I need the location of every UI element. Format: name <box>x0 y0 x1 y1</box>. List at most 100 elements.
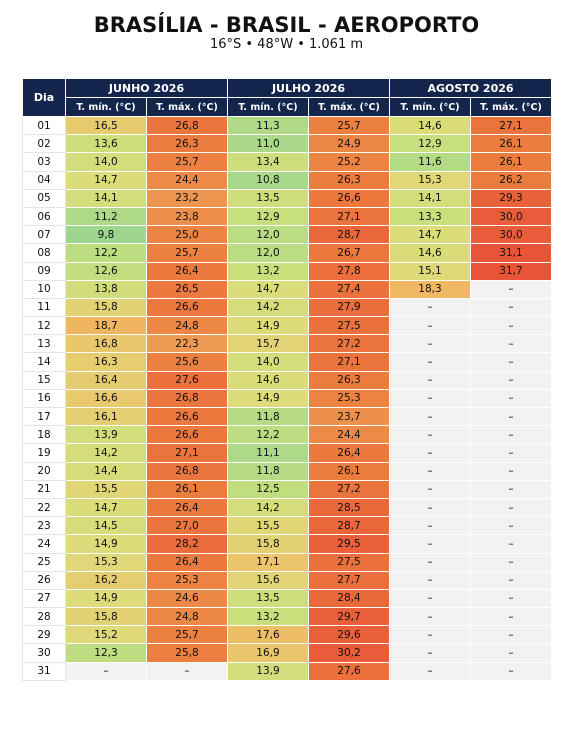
temperature-cell: 27,4 <box>308 279 390 299</box>
temperature-cell: 30,0 <box>470 225 552 245</box>
day-cell: 23 <box>22 516 66 536</box>
temperature-cell: 14,7 <box>227 279 309 299</box>
column-header: T. mín. (°C) <box>65 97 147 117</box>
temperature-cell: 13,3 <box>389 206 471 227</box>
temperature-cell: 12,9 <box>389 134 471 154</box>
temperature-cell: 24,8 <box>146 316 228 336</box>
temperature-cell: 27,6 <box>308 661 390 681</box>
temperature-cell: 27,9 <box>308 297 390 318</box>
table-row: 03 14,0 25,7 13,4 25,2 11,6 26,1 <box>22 152 552 172</box>
temperature-cell: 27,8 <box>308 261 390 281</box>
temperature-cell: 11,8 <box>227 461 309 481</box>
table-row: 17 16,1 26,6 11,8 23,7– – <box>22 406 552 427</box>
temperature-cell: 25,3 <box>146 570 228 590</box>
temperature-cell: 15,3 <box>65 552 147 572</box>
table-row: 20 14,4 26,8 11,8 26,1– – <box>22 461 552 481</box>
temperature-cell: – <box>470 497 552 518</box>
temperature-cell: 14,9 <box>227 316 309 336</box>
temperature-cell: 26,6 <box>146 297 228 318</box>
temperature-cell: 25,7 <box>146 152 228 172</box>
day-cell: 13 <box>22 334 66 354</box>
temperature-cell: 14,1 <box>389 188 471 208</box>
temperature-cell: 28,5 <box>308 497 390 518</box>
temperature-cell: 27,1 <box>470 115 552 136</box>
table-row: 05 14,1 23,2 13,5 26,6 14,1 29,3 <box>22 188 552 208</box>
temperature-cell: 16,8 <box>65 334 147 354</box>
table-row: 08 12,2 25,7 12,0 26,7 14,6 31,1 <box>22 243 552 263</box>
temperature-cell: 14,1 <box>65 188 147 208</box>
temperature-cell: 13,5 <box>227 188 309 208</box>
temperature-cell: – <box>389 461 471 481</box>
temperature-cell: 13,5 <box>227 588 309 609</box>
temperature-cell: 14,6 <box>389 115 471 136</box>
temperature-cell: 29,3 <box>470 188 552 208</box>
temperature-cell: – <box>389 570 471 590</box>
temperature-cell: 15,7 <box>227 334 309 354</box>
temperature-cell: 29,5 <box>308 534 390 554</box>
temperature-cell: 14,7 <box>65 497 147 518</box>
day-cell: 20 <box>22 461 66 481</box>
temperature-cell: 12,6 <box>65 261 147 281</box>
temperature-cell: 15,8 <box>65 607 147 627</box>
temperature-cell: 26,5 <box>146 279 228 299</box>
temperature-cell: – <box>389 406 471 427</box>
temperature-cell: 15,5 <box>65 479 147 499</box>
temperature-cell: – <box>470 607 552 627</box>
table-row: 22 14,7 26,4 14,2 28,5– – <box>22 497 552 518</box>
day-cell: 31 <box>22 661 66 681</box>
temperature-cell: 26,3 <box>146 134 228 154</box>
temperature-cell: 26,8 <box>146 388 228 409</box>
temperature-cell: 18,7 <box>65 316 147 336</box>
day-cell: 30 <box>22 643 66 663</box>
temperature-cell: 14,4 <box>65 461 147 481</box>
subtitle: 16°S • 48°W • 1.061 m <box>209 37 364 52</box>
temperature-cell: 26,8 <box>146 461 228 481</box>
temperature-cell: 18,3 <box>389 279 471 299</box>
temperature-cell: 25,3 <box>308 388 390 409</box>
temperature-cell: 24,9 <box>308 134 390 154</box>
temperature-cell: – <box>470 625 552 645</box>
table-row: 10 13,8 26,5 14,7 27,4 18,3– <box>22 279 552 299</box>
temperature-cell: 24,4 <box>146 170 228 190</box>
day-cell: 11 <box>22 297 66 318</box>
table-row: 28 15,8 24,8 13,2 29,7– – <box>22 607 552 627</box>
table-row: 25 15,3 26,4 17,1 27,5– – <box>22 552 552 572</box>
temperature-cell: 14,7 <box>65 170 147 190</box>
temperature-cell: 26,6 <box>146 425 228 445</box>
temperature-cell: 28,7 <box>308 225 390 245</box>
temperature-cell: – <box>389 388 471 409</box>
temperature-cell: 13,8 <box>65 279 147 299</box>
table-row: 09 12,6 26,4 13,2 27,8 15,1 31,7 <box>22 261 552 281</box>
temperature-cell: 26,1 <box>146 479 228 499</box>
temperature-cell: 29,6 <box>308 625 390 645</box>
temperature-cell: 14,0 <box>227 352 309 372</box>
temperature-cell: – <box>389 552 471 572</box>
temperature-cell: 12,2 <box>227 425 309 445</box>
temperature-cell: 11,8 <box>227 406 309 427</box>
temperature-cell: 26,1 <box>470 134 552 154</box>
table-row: 27 14,9 24,6 13,5 28,4– – <box>22 588 552 609</box>
temperature-cell: 26,4 <box>146 261 228 281</box>
temperature-cell: – <box>470 334 552 354</box>
table-row: 13 16,8 22,3 15,7 27,2– – <box>22 334 552 354</box>
temperature-cell: – <box>389 661 471 681</box>
temperature-cell: 13,2 <box>227 607 309 627</box>
temperature-cell: 24,8 <box>146 607 228 627</box>
column-header: T. máx. (°C) <box>470 97 552 117</box>
temperature-cell: 22,3 <box>146 334 228 354</box>
table-row: 14 16,3 25,6 14,0 27,1– – <box>22 352 552 372</box>
day-cell: 25 <box>22 552 66 572</box>
temperature-cell: – <box>389 370 471 390</box>
temperature-cell: 26,4 <box>146 552 228 572</box>
temperature-cell: – <box>389 334 471 354</box>
temperature-cell: 25,2 <box>308 152 390 172</box>
temperature-cell: 27,6 <box>146 370 228 390</box>
table-row: 12 18,7 24,8 14,9 27,5– – <box>22 316 552 336</box>
table-row: 31– –13,9 27,6– – <box>22 661 552 681</box>
temperature-cell: 31,1 <box>470 243 552 263</box>
temperature-cell: 14,2 <box>227 497 309 518</box>
temperature-cell: 27,1 <box>308 352 390 372</box>
temperature-cell: 30,2 <box>308 643 390 663</box>
temperature-cell: – <box>470 279 552 299</box>
table-row: 02 13,6 26,3 11,0 24,9 12,9 26,1 <box>22 134 552 154</box>
